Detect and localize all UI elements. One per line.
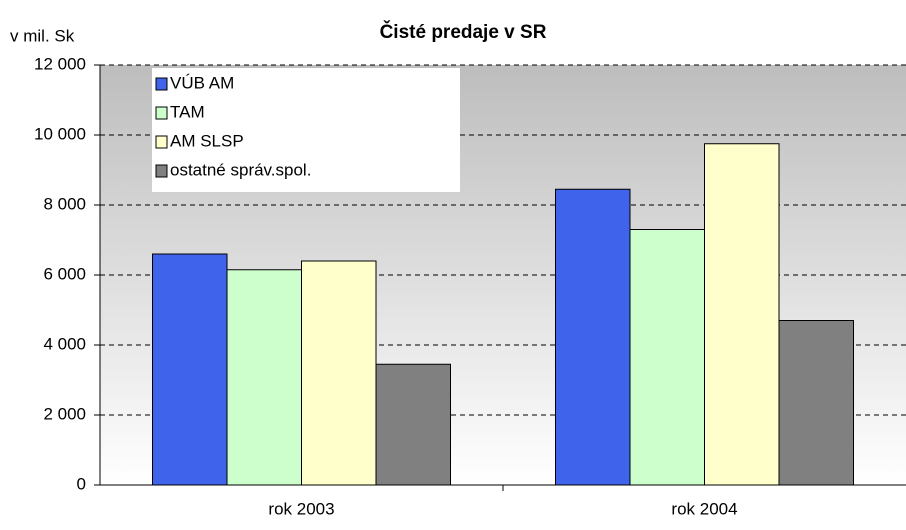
legend-swatch <box>155 135 168 149</box>
bar <box>704 143 780 486</box>
bar <box>555 188 631 486</box>
bar <box>152 253 228 486</box>
legend-label: VÚB AM <box>170 73 234 92</box>
legend-box <box>152 68 460 192</box>
y-axis-label: v mil. Sk <box>10 26 75 45</box>
bar <box>375 363 451 486</box>
bar <box>629 229 705 486</box>
bar <box>226 269 302 486</box>
y-tick-label: 6 000 <box>43 264 86 283</box>
bar <box>301 260 377 486</box>
x-tick-label: rok 2004 <box>671 499 737 518</box>
legend-label: ostatné správ.spol. <box>170 160 311 179</box>
legend-swatch <box>155 77 168 91</box>
y-tick-label: 0 <box>77 474 86 493</box>
legend-swatch <box>155 106 168 120</box>
bar <box>778 320 854 486</box>
y-tick-label: 10 000 <box>34 124 86 143</box>
y-tick-label: 8 000 <box>43 194 86 213</box>
legend-swatch <box>155 164 168 178</box>
y-tick-label: 4 000 <box>43 334 86 353</box>
chart-title: Čisté predaje v SR <box>380 21 547 43</box>
x-tick-label: rok 2003 <box>268 499 334 518</box>
y-tick-label: 12 000 <box>34 54 86 73</box>
legend-label: AM SLSP <box>170 131 244 150</box>
legend-label: TAM <box>170 102 205 121</box>
y-tick-label: 2 000 <box>43 404 86 423</box>
